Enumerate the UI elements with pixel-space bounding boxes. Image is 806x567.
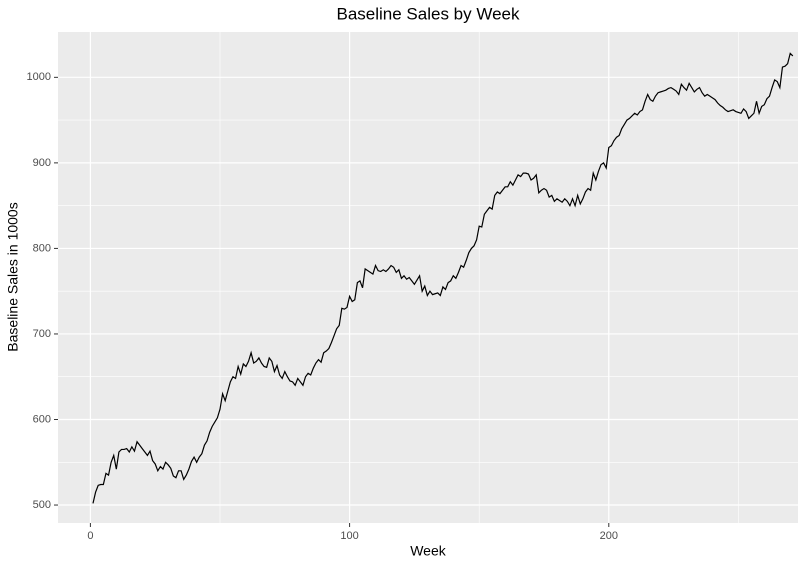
x-tick-label: 200 <box>600 530 618 542</box>
plot-panel <box>58 32 798 523</box>
line <box>92 52 794 504</box>
x-axis-label: Week <box>410 543 447 559</box>
x-tick-label: 0 <box>87 530 93 542</box>
y-axis-label: Baseline Sales in 1000s <box>5 202 21 351</box>
y-tick-label: 700 <box>33 328 51 340</box>
y-tick-label: 900 <box>33 157 51 169</box>
x-tick-label: 100 <box>340 530 358 542</box>
y-tick-label: 500 <box>33 499 51 511</box>
y-tick-label: 800 <box>33 242 51 254</box>
y-tick-label: 1000 <box>27 71 51 83</box>
y-tick-label: 600 <box>33 413 51 425</box>
chart-title: Baseline Sales by Week <box>336 4 520 23</box>
